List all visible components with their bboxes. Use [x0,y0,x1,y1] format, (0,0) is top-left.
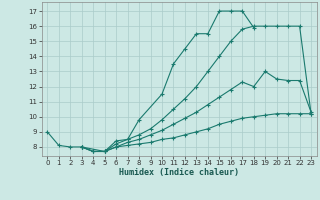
X-axis label: Humidex (Indice chaleur): Humidex (Indice chaleur) [119,168,239,177]
